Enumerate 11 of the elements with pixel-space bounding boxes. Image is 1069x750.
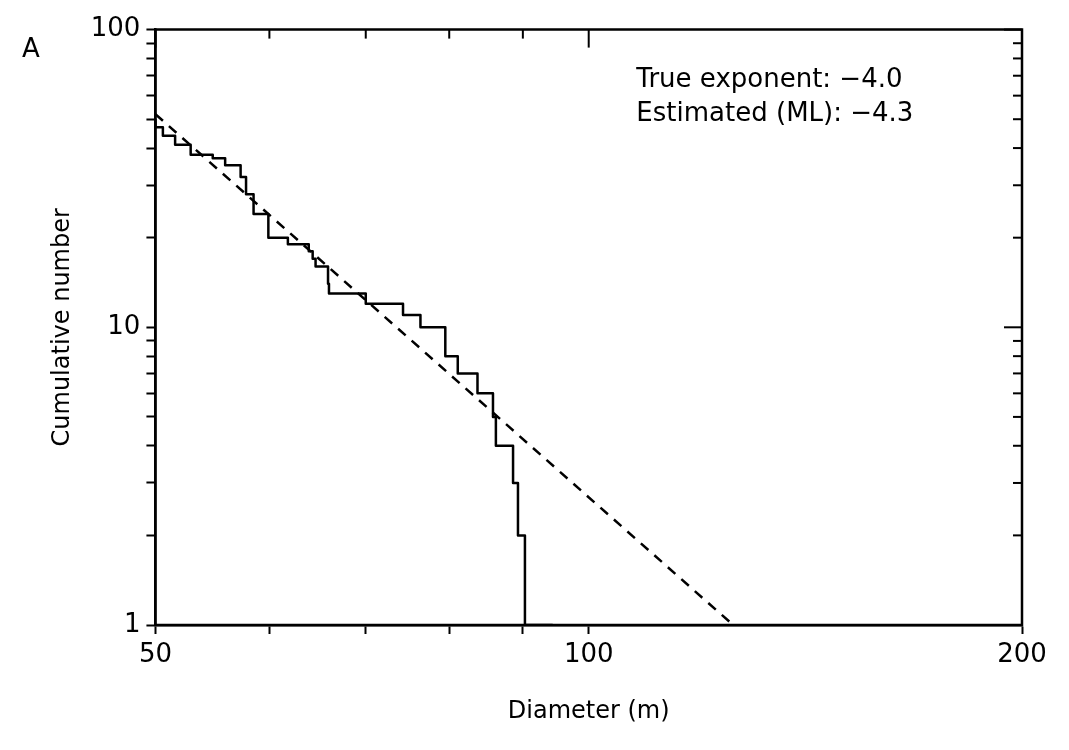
y-tick-label: 1 [123,607,141,638]
y-tick-label: 10 [107,310,141,341]
y-tick-label: 100 [90,12,141,43]
x-tick-label: 100 [563,638,614,669]
x-axis-title: Diameter (m) [507,695,670,724]
y-axis-title: Cumulative number [46,208,75,447]
x-tick-label: 200 [997,638,1047,669]
x-tick-label: 50 [138,638,172,669]
text: A [22,33,40,64]
annotation: True exponent: −4.0 [635,63,903,94]
annotation: Estimated (ML): −4.3 [636,97,914,128]
